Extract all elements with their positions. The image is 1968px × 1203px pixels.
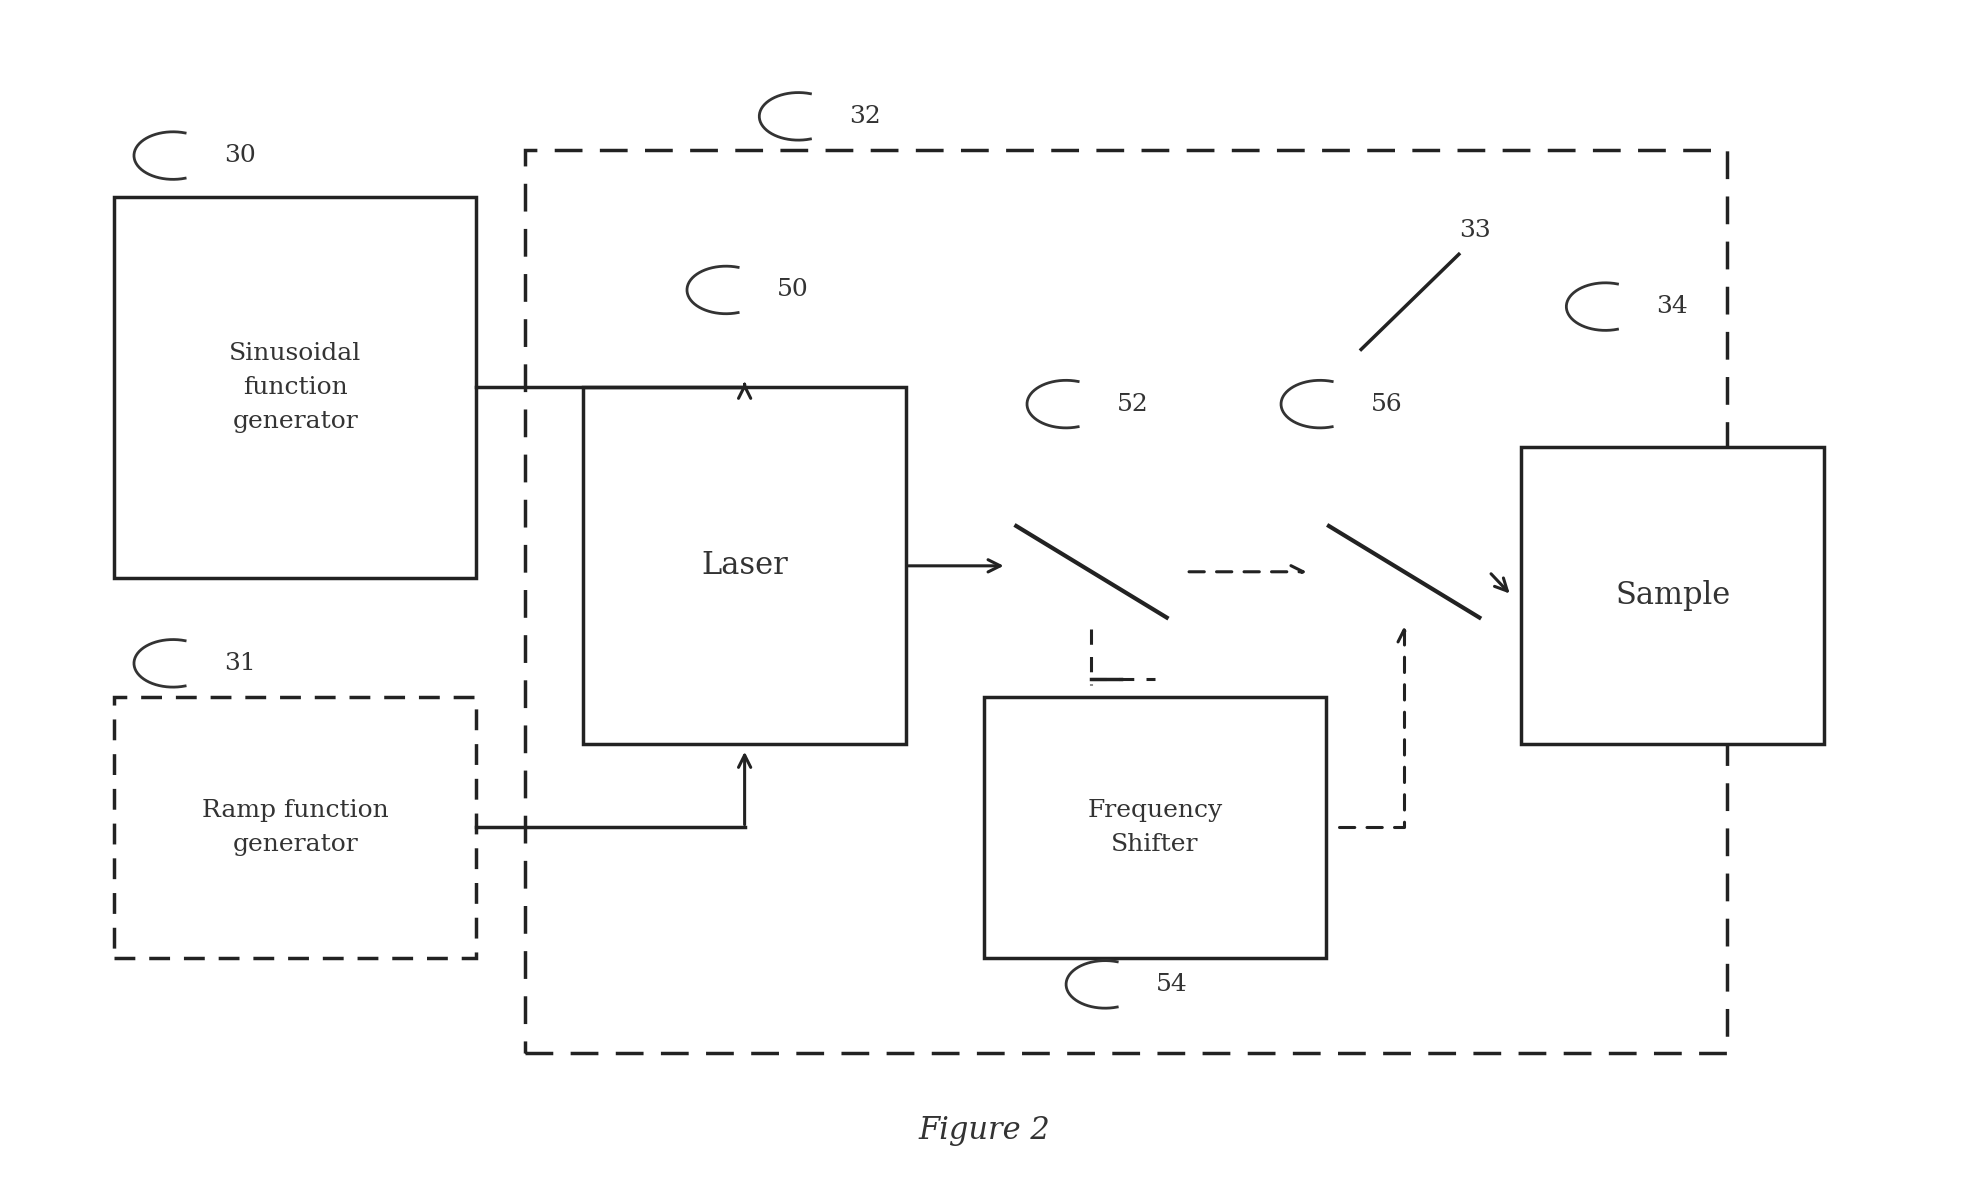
Bar [114,197,476,577]
Bar [583,387,905,745]
Text: 31: 31 [224,652,256,675]
Text: Frequency
Shifter: Frequency Shifter [1088,799,1222,855]
Text: 56: 56 [1372,392,1403,415]
Text: 33: 33 [1458,219,1490,242]
Bar [525,149,1726,1054]
Text: Laser: Laser [701,550,787,581]
Bar [1521,448,1824,745]
Text: 34: 34 [1657,295,1689,318]
Text: 52: 52 [1118,392,1149,415]
Text: Sample: Sample [1616,580,1730,611]
Text: 32: 32 [848,105,882,128]
Text: Sinusoidal
function
generator: Sinusoidal function generator [228,342,362,433]
Bar [114,697,476,959]
Text: 54: 54 [1155,973,1189,996]
Text: Ramp function
generator: Ramp function generator [203,799,388,855]
Text: 50: 50 [777,278,809,302]
Bar [984,697,1326,959]
Text: 30: 30 [224,144,256,167]
Text: Figure 2: Figure 2 [919,1115,1049,1146]
